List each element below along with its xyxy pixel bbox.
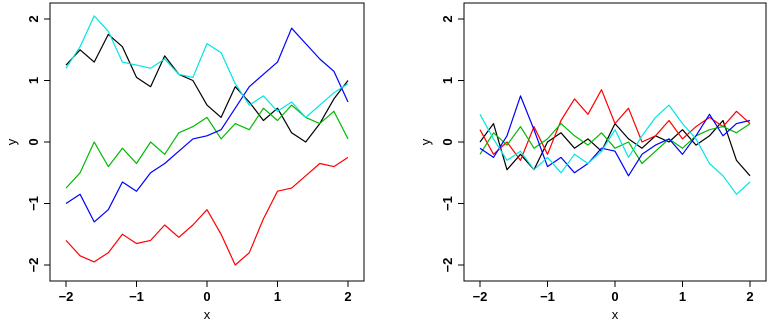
- y-axis-title: y: [4, 138, 19, 145]
- y-tick-label: 1: [26, 77, 41, 84]
- panel-1: −2 −1 0 1 2 −2 −1 0 1 2 x y: [4, 2, 365, 322]
- y-tick-label: −1: [440, 196, 455, 211]
- panel-2: −2 −1 0 1 2 −2 −1 0 1 2 x y: [418, 2, 767, 322]
- series-line-5: [479, 104, 751, 195]
- y-tick-label: 2: [440, 15, 455, 22]
- x-tick-label: 0: [203, 289, 210, 304]
- x-tick-label: −2: [59, 289, 74, 304]
- y-tick-label: 0: [440, 138, 455, 145]
- series-line-1: [65, 33, 349, 143]
- y-tick-label: 0: [26, 138, 41, 145]
- x-tick-label: 1: [274, 289, 281, 304]
- series-line-4: [65, 27, 349, 223]
- series-line-5: [65, 15, 349, 118]
- y-tick-label: 1: [440, 77, 455, 84]
- x-tick-label: 2: [746, 289, 753, 304]
- series-line-3: [479, 123, 751, 165]
- x-tick-label: 0: [611, 289, 618, 304]
- series-line-2: [479, 89, 751, 161]
- x-tick-label: 1: [679, 289, 686, 304]
- x-axis-title: x: [204, 307, 211, 322]
- x-tick-label: −1: [540, 289, 555, 304]
- x-axis-title: x: [612, 307, 619, 322]
- y-axis-title: y: [418, 138, 433, 145]
- y-tick-label: −2: [26, 258, 41, 273]
- y-tick-label: −1: [26, 196, 41, 211]
- series-line-3: [65, 104, 349, 189]
- series-line-2: [65, 156, 349, 266]
- x-tick-label: −1: [129, 289, 144, 304]
- y-tick-label: 2: [26, 15, 41, 22]
- x-tick-label: −2: [473, 289, 488, 304]
- x-tick-label: 2: [344, 289, 351, 304]
- series-line-4: [479, 95, 751, 177]
- y-tick-label: −2: [440, 258, 455, 273]
